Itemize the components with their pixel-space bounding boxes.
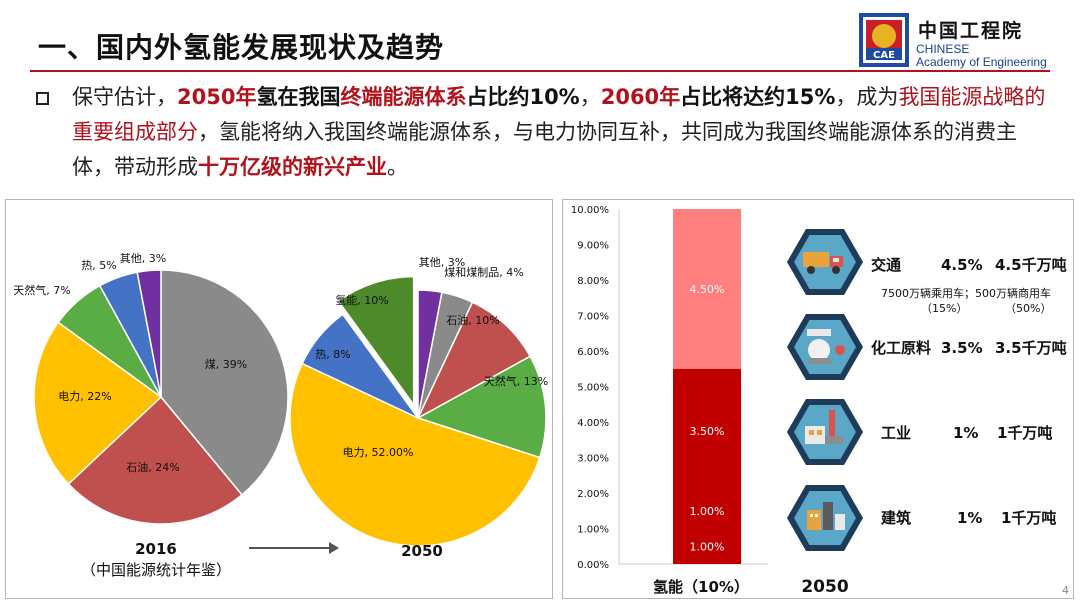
- intro-text: 占比约10%: [466, 85, 580, 109]
- page-title: 一、国内外氢能发展现状及趋势: [38, 31, 445, 64]
- sector-name: 交通: [871, 256, 901, 274]
- intro-text: 保守估计，: [72, 85, 177, 109]
- bar-segment: [673, 368, 741, 493]
- chemical-plant-icon: [787, 314, 863, 380]
- bar-segment: [673, 528, 741, 564]
- bar-segment-label: 4.50%: [690, 283, 725, 296]
- cae-logo: CAE 中国工程院 CHINESE Academy of Engineering: [858, 12, 1058, 69]
- sector-note: （15%）: [921, 302, 967, 315]
- pie-2016-label: 电力, 22%: [58, 390, 111, 403]
- sector-amount: 4.5千万吨: [995, 256, 1067, 274]
- highlight-strategy: 我国能源战略的重要组成部分: [72, 85, 1046, 144]
- pie-2050-label: 煤和煤制品, 4%: [444, 266, 523, 279]
- sector-amount: 1千万吨: [1001, 509, 1056, 527]
- y-tick-label: 1.00%: [577, 525, 609, 536]
- bar-segment-label: 3.50%: [690, 425, 725, 438]
- pie-2050-label: 天然气, 13%: [484, 374, 548, 388]
- y-tick-label: 5.00%: [577, 383, 609, 394]
- logo-chinese-name: 中国工程院: [918, 20, 1024, 42]
- bar-segment: [673, 493, 741, 529]
- pie-2050-slice: [416, 355, 547, 459]
- pie-2016-label: 热, 5%: [81, 259, 116, 272]
- highlight-terminal-energy: 终端能源体系: [340, 85, 467, 109]
- sector-amount: 1千万吨: [997, 424, 1052, 442]
- y-tick-label: 3.00%: [577, 454, 609, 465]
- pie-2050-slice: [289, 362, 541, 547]
- y-tick-label: 6.00%: [577, 347, 609, 358]
- pie-2016-slice: [160, 269, 289, 496]
- sector-amount: 3.5千万吨: [995, 339, 1067, 357]
- pie-2050-caption: 2050: [401, 542, 443, 560]
- sector-note: 7500万辆乘用车；500万辆商用车: [881, 286, 1051, 300]
- sector-name: 工业: [881, 424, 911, 442]
- page-number: 4: [1062, 584, 1069, 597]
- building-icon: [787, 485, 863, 551]
- sector-name: 建筑: [881, 509, 911, 527]
- y-tick-label: 7.00%: [577, 312, 609, 323]
- pie-2050-slice: [301, 313, 419, 419]
- energy-structure-pies: 煤, 39% 石油, 24% 电力, 22% 天然气, 7% 热, 5% 其他, 3% 其…: [13, 252, 548, 579]
- pie-2050-slice: [416, 301, 532, 420]
- logo-english-line2: Academy of Engineering: [916, 55, 1047, 69]
- factory-icon: [787, 399, 863, 465]
- pie-2016-label: 煤, 39%: [205, 358, 247, 371]
- sector-note: （50%）: [1005, 302, 1051, 315]
- highlight-2050: 2050年: [177, 85, 257, 109]
- bullet-square-icon: [36, 92, 49, 105]
- svg-text:CAE: CAE: [873, 50, 895, 61]
- bar-segment-label: 1.00%: [690, 505, 725, 518]
- logo-english-line1: CHINESE: [916, 42, 970, 56]
- intro-text: 占比将达约15%: [680, 85, 836, 109]
- sector-name: 化工原料: [871, 339, 931, 357]
- highlight-2060: 2060年: [600, 85, 681, 109]
- pie-2016-caption: 2016: [135, 540, 177, 558]
- pie-2016-slice: [136, 269, 162, 398]
- y-tick-label: 2.00%: [577, 489, 609, 500]
- intro-text: 。: [387, 155, 408, 179]
- bar-segment-label: 1.00%: [690, 540, 725, 553]
- pie-2016-label: 天然气, 7%: [13, 283, 70, 297]
- intro-text: ，氢能将纳入我国终端能源体系，与电力协同互补，共同成为我国终端能源体系的消费主体…: [72, 120, 1017, 179]
- sector-share: 4.5%: [941, 256, 983, 274]
- pie-2050-label: 热, 8%: [315, 348, 350, 361]
- pie-2016-label: 其他, 3%: [120, 252, 166, 265]
- pie-2050-label: 石油, 10%: [446, 313, 499, 327]
- pie-2050-label: 其他, 3%: [419, 256, 465, 269]
- sector-share: 3.5%: [941, 339, 983, 357]
- hydrogen-share-chart: 0.00% 1.00% 2.00% 3.00% 4.00% 5.00% 6.00% 7.00%…: [571, 205, 1067, 597]
- intro-text: 氢在我国: [256, 85, 341, 109]
- y-tick-label: 10.00%: [571, 205, 609, 216]
- truck-icon: [787, 229, 863, 295]
- pie-2050-label: 电力, 52.00%: [343, 446, 414, 459]
- pie-2016-slice: [67, 395, 244, 525]
- y-tick-label: 0.00%: [577, 560, 609, 571]
- y-tick-label: 4.00%: [577, 418, 609, 429]
- intro-text: ，: [579, 85, 601, 109]
- bar-segment: [673, 209, 741, 369]
- title-divider: [30, 70, 1050, 72]
- y-tick-label: 9.00%: [577, 241, 609, 252]
- sector-share: 1%: [953, 424, 978, 442]
- highlight-industry: 十万亿级的新兴产业: [198, 155, 387, 179]
- pie-2016-slice: [33, 321, 163, 485]
- pie-2016-source: （中国能源统计年鉴）: [81, 561, 231, 579]
- bar-year-label: 2050: [801, 577, 848, 597]
- cae-emblem-icon: CAE: [859, 13, 909, 67]
- arrow-right-icon: [329, 542, 339, 554]
- hydrogen-share-panel: 0.00% 1.00% 2.00% 3.00% 4.00% 5.00% 6.00% 7.00%…: [562, 199, 1074, 599]
- bar-category-label: 氢能（10%）: [653, 578, 749, 596]
- intro-paragraph: 保守估计，2050年氢在我国终端能源体系占比约10%，2060年占比将达约15%…: [72, 80, 1052, 185]
- pie-2050-label: 氢能, 10%: [335, 293, 388, 307]
- y-tick-label: 8.00%: [577, 276, 609, 287]
- sector-share: 1%: [957, 509, 982, 527]
- pie-charts-panel: 煤, 39% 石油, 24% 电力, 22% 天然气, 7% 热, 5% 其他, 3% 其…: [5, 199, 553, 599]
- intro-text: ，成为: [835, 85, 899, 109]
- pie-2050-slice: [337, 275, 415, 407]
- pie-2016-label: 石油, 24%: [126, 460, 179, 474]
